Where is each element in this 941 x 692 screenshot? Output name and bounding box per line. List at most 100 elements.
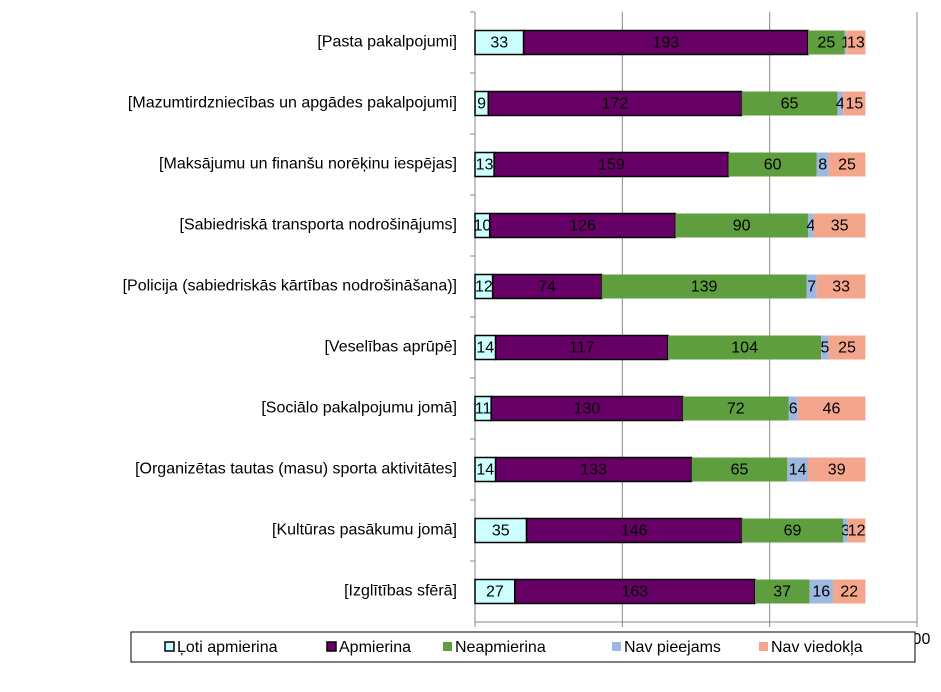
data-label: 35: [492, 523, 510, 540]
legend-label: Apmierina: [339, 639, 411, 656]
data-label: 65: [731, 462, 749, 479]
bar-segment: [494, 456, 693, 483]
data-label: 25: [838, 157, 856, 174]
bar-segment: [843, 91, 866, 116]
data-label: 37: [773, 584, 791, 601]
bar-segment: [493, 151, 730, 178]
data-label: 69: [784, 523, 802, 540]
data-label: 8: [818, 157, 827, 174]
bar-segment: [668, 335, 822, 360]
bar-segment: [833, 579, 866, 604]
data-label: 117: [569, 340, 595, 357]
data-label: 133: [580, 462, 607, 479]
bar-segment: [809, 579, 834, 604]
bar-segment: [474, 29, 525, 56]
bar-segment: [797, 396, 866, 421]
bar-segment: [828, 335, 866, 360]
data-label: 27: [486, 584, 504, 601]
data-label: 1: [841, 35, 850, 52]
data-label: 3: [841, 523, 850, 540]
bar-segment: [807, 457, 866, 482]
data-label: 9: [477, 96, 486, 113]
legend-label: Neapmierina: [455, 639, 546, 656]
bar-segment: [754, 579, 810, 604]
legend-label: Nav pieejams: [624, 639, 721, 656]
bar-segment: [675, 213, 808, 238]
bar-segment: [821, 335, 829, 360]
y-tick-label: [Sociālo pakalpojumu jomā]: [261, 400, 457, 417]
data-label: 7: [807, 279, 816, 296]
data-label: 15: [845, 96, 863, 113]
legend: [130, 631, 916, 663]
y-tick-label: [Mazumtirdzniecības un apgādes pakalpoju…: [128, 95, 457, 112]
bar-segment: [522, 29, 809, 56]
bar-segment: [816, 152, 829, 177]
data-label: 25: [817, 35, 835, 52]
bar-segment: [844, 30, 847, 55]
legend-label: Nav viedokļa: [771, 639, 863, 656]
bar-segment: [846, 30, 866, 55]
bar-segment: [691, 457, 788, 482]
bar-segment: [682, 396, 789, 421]
y-tick-label: [Sabiedriskā transporta nodrošinājums]: [180, 217, 457, 234]
data-label: 33: [490, 35, 508, 52]
data-label: 25: [838, 340, 856, 357]
data-label: 13: [476, 157, 494, 174]
data-label: 163: [622, 584, 649, 601]
data-label: 60: [764, 157, 782, 174]
bar-segment: [843, 518, 848, 543]
legend-swatch: [443, 642, 452, 651]
data-label: 146: [621, 523, 648, 540]
bar-segment: [491, 273, 603, 300]
bar-segment: [488, 212, 677, 239]
data-label: 74: [538, 279, 556, 296]
bar-segment: [806, 274, 817, 299]
y-tick-label: [Veselības aprūpē]: [324, 339, 457, 356]
bar-segment: [807, 30, 845, 55]
y-tick-label: [Kultūras pasākumu jomā]: [272, 522, 457, 539]
bar-segment: [788, 396, 798, 421]
bar-segment: [787, 457, 808, 482]
data-label: 14: [476, 462, 494, 479]
data-label: 65: [781, 96, 799, 113]
data-label: 35: [831, 218, 849, 235]
data-label: 22: [840, 584, 858, 601]
bar-segment: [813, 213, 866, 238]
data-label: 90: [733, 218, 751, 235]
y-tick-label: [Izglītības sfērā]: [344, 583, 457, 600]
data-label: 4: [836, 96, 845, 113]
bar-segment: [728, 152, 817, 177]
bar-segment: [847, 518, 866, 543]
data-label: 11: [475, 401, 492, 418]
legend-swatch: [164, 641, 175, 652]
data-label: 104: [731, 340, 758, 357]
data-label: 46: [823, 401, 841, 418]
bar-segment: [837, 91, 844, 116]
bar-segment: [741, 518, 844, 543]
bar-segment: [816, 274, 866, 299]
data-label: 126: [569, 218, 596, 235]
data-label: 14: [476, 340, 494, 357]
data-label: 159: [598, 157, 625, 174]
legend-swatch: [612, 642, 621, 651]
data-label: 12: [848, 523, 866, 540]
data-label: 72: [727, 401, 745, 418]
data-label: 4: [806, 218, 815, 235]
bar-segment: [807, 213, 814, 238]
data-label: 10: [473, 218, 491, 235]
bar-segment: [601, 274, 807, 299]
y-tick-label: [Organizētas tautas (masu) sporta aktivi…: [135, 461, 457, 478]
data-label: 139: [691, 279, 718, 296]
y-tick-label: [Pasta pakalpojumi]: [317, 34, 457, 51]
data-label: 5: [820, 340, 829, 357]
legend-label: Ļoti apmierina: [177, 639, 278, 656]
data-label: 14: [789, 462, 807, 479]
data-label: 193: [652, 35, 679, 52]
y-tick-label: [Maksājumu un finanšu norēķinu iespējas]: [159, 156, 457, 173]
data-label: 33: [832, 279, 850, 296]
legend-swatch: [326, 641, 337, 652]
data-label: 12: [475, 279, 493, 296]
bar-segment: [490, 395, 684, 422]
y-tick-label: [Policija (sabiedriskās kārtības nodroši…: [123, 278, 457, 295]
